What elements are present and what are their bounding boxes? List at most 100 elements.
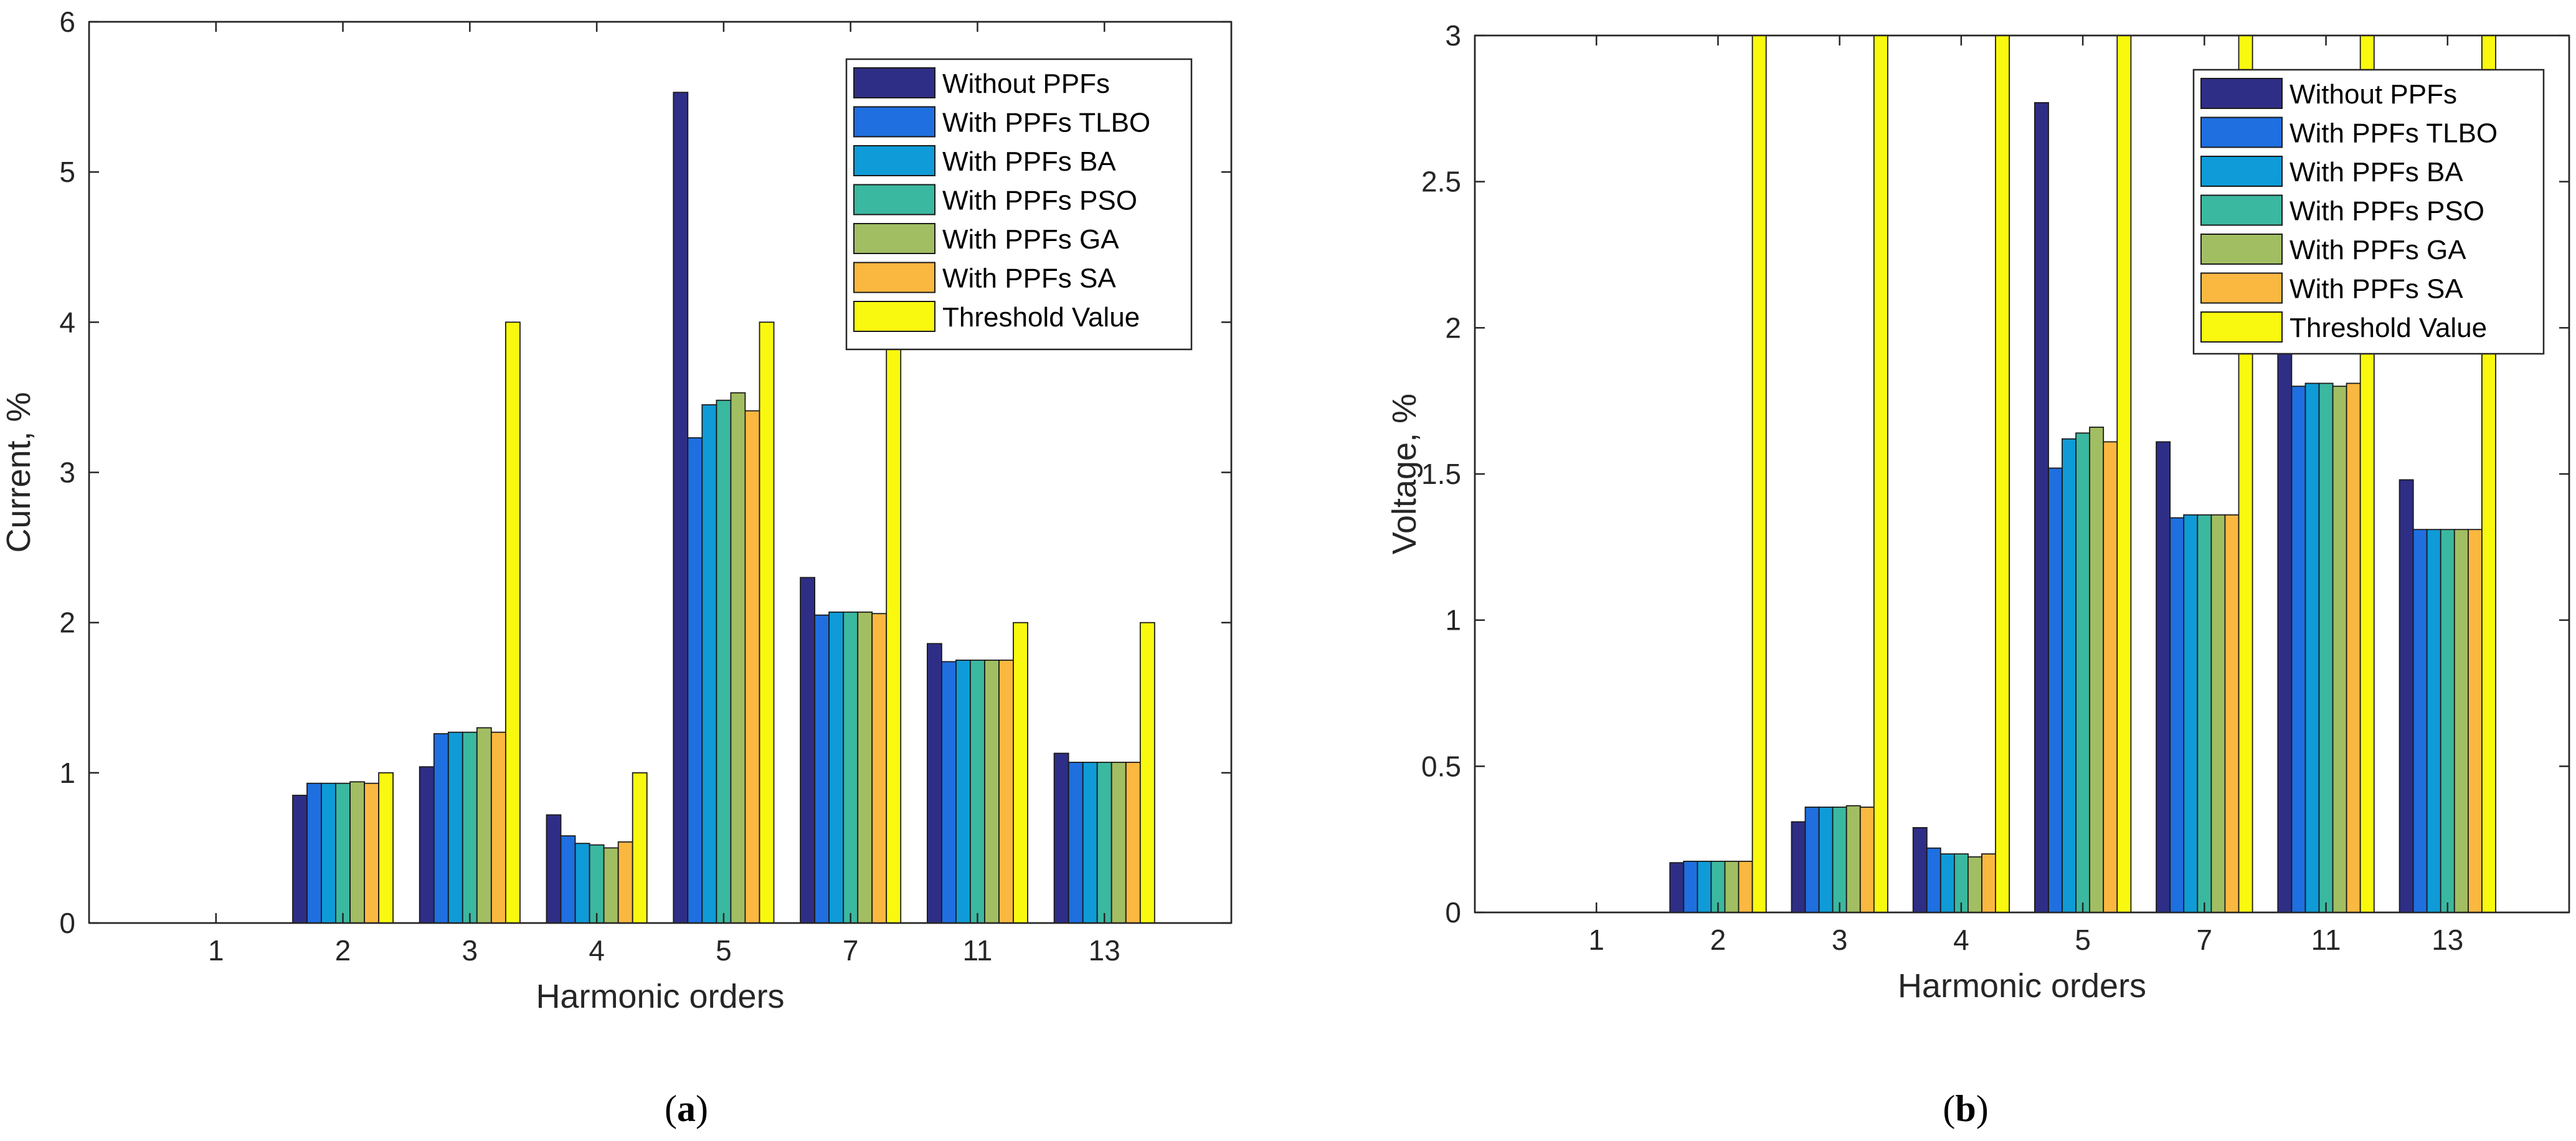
bar (1791, 821, 1806, 913)
bar (1939, 853, 1955, 913)
bar (1110, 762, 1127, 924)
bar (476, 727, 492, 924)
y-tick-label: 0 (59, 907, 75, 939)
legend-swatch (2200, 272, 2283, 304)
bar (984, 660, 1000, 924)
x-tick-label: 13 (2432, 924, 2463, 956)
bar (1139, 622, 1155, 924)
bar (1981, 853, 1997, 913)
bar (2089, 427, 2105, 913)
bar (871, 613, 888, 924)
y-tick-label: 2.5 (1421, 166, 1461, 198)
bar (716, 399, 732, 924)
bar (2048, 467, 2063, 913)
x-tick-label: 7 (843, 934, 859, 967)
bar (364, 782, 379, 924)
bar (546, 814, 562, 924)
legend-label: With PPFs SA (2290, 274, 2463, 305)
y-tick-label: 3 (1445, 19, 1461, 52)
x-tick-label: 5 (2075, 924, 2091, 956)
bar (673, 92, 689, 924)
bar (2075, 432, 2091, 913)
panel-caption: (b) (1943, 1088, 1988, 1129)
legend-swatch (853, 106, 935, 138)
bar (2103, 441, 2118, 913)
bar (2183, 514, 2199, 913)
y-tick-label: 1.5 (1421, 458, 1461, 490)
legend-label: Without PPFs (2290, 79, 2457, 110)
bar (321, 782, 336, 924)
bar (1873, 35, 1888, 913)
legend-swatch (2200, 156, 2283, 187)
y-tick-label: 2 (1445, 311, 1461, 344)
bar (744, 410, 760, 924)
bar (1859, 807, 1875, 913)
legend-swatch (2200, 234, 2283, 265)
bar (603, 847, 619, 924)
legend-label: With PPFs BA (2290, 157, 2463, 187)
x-tick-label: 2 (1710, 924, 1726, 956)
bar (2304, 382, 2320, 913)
bar (505, 321, 521, 924)
bar (687, 437, 703, 924)
legend-swatch (853, 262, 935, 293)
bar (306, 782, 322, 924)
bar (886, 321, 902, 924)
bar (1125, 762, 1141, 924)
legend-label: Threshold Value (2290, 313, 2487, 343)
bar (1995, 35, 2010, 913)
bar (2440, 529, 2455, 913)
bar (292, 795, 308, 924)
bar (2291, 386, 2306, 913)
bar (589, 844, 605, 924)
bar (1669, 862, 1685, 913)
bar (1845, 805, 1861, 913)
legend: Without PPFs With PPFs TLBO With PPFs BA Wi… (2192, 69, 2545, 355)
x-tick-label: 4 (589, 934, 605, 967)
bar (759, 321, 775, 924)
legend: Without PPFs With PPFs TLBO With PPFs BA Wi… (845, 58, 1193, 351)
bar (2156, 441, 2171, 913)
bar (1053, 752, 1069, 924)
legend-swatch (2200, 116, 2283, 148)
y-tick-label: 6 (59, 6, 75, 38)
bar (1013, 622, 1028, 924)
x-tick-label: 3 (1832, 924, 1848, 956)
chart-b: 0 0.5 1 1.5 2 2.5 3 1 2 3 4 5 7 11 13 Harmonic orders Vo… (1386, 19, 2570, 1129)
y-tick-label: 1 (1445, 604, 1461, 637)
panel-caption: (a) (665, 1088, 708, 1129)
x-tick-label: 11 (963, 934, 993, 967)
bar (574, 843, 590, 924)
bar (701, 404, 717, 924)
y-tick-label: 2 (59, 607, 75, 639)
bar (1697, 861, 1712, 913)
bar (927, 643, 942, 924)
y-tick-label: 1 (59, 757, 75, 789)
bar (1912, 827, 1928, 913)
y-tick-label: 5 (59, 156, 75, 188)
bar (447, 731, 463, 924)
bar (2453, 529, 2469, 913)
legend-label: With PPFs TLBO (2290, 118, 2498, 149)
x-tick-label: 2 (335, 934, 351, 967)
y-axis-label: Voltage, % (1386, 394, 1423, 554)
bar (800, 577, 815, 924)
legend-swatch (853, 223, 935, 254)
bar (617, 841, 633, 924)
legend-label: With PPFs GA (2290, 235, 2466, 265)
legend-label: With PPFs PSO (942, 186, 1137, 216)
bar (1082, 762, 1098, 924)
bar (828, 611, 844, 924)
x-axis-label: Harmonic orders (1898, 967, 2146, 1005)
bar (1096, 762, 1112, 924)
x-tick-label: 11 (2311, 924, 2341, 956)
bar (814, 614, 830, 924)
legend-swatch (853, 67, 935, 98)
bar (955, 660, 971, 924)
bar (378, 772, 394, 924)
bar (1926, 847, 1941, 913)
legend-label: With PPFs BA (942, 146, 1116, 177)
bar (1738, 861, 1753, 913)
legend-swatch (853, 145, 935, 176)
legend-label: With PPFs GA (942, 224, 1119, 255)
